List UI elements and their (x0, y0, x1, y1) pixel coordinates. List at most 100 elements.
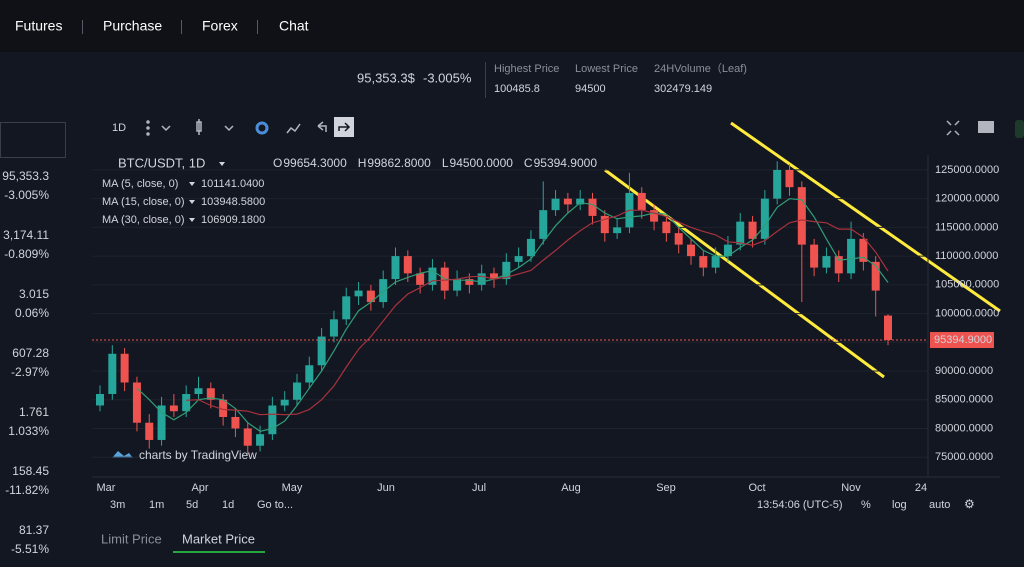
candle-body (453, 279, 462, 291)
y-tick-label: 125000.0000 (935, 164, 999, 176)
x-tick-label: 24 (915, 482, 927, 494)
ticker-price[interactable]: 3,174.11 (3, 228, 49, 242)
trend-line (730, 121, 1001, 313)
indicator-name: MA (30, close, 0) (102, 214, 185, 226)
candle-body (760, 198, 769, 239)
ticker-price[interactable]: 3.015 (19, 287, 49, 301)
candle-body (280, 399, 289, 406)
candle-body (563, 198, 572, 205)
last-price-label: 95394.9000 (934, 334, 992, 346)
tradingview-logo (112, 451, 133, 458)
ticker-price[interactable]: 158.45 (12, 464, 49, 478)
candle-body (145, 422, 154, 440)
ticker-change[interactable]: -3.005% (4, 188, 49, 202)
candle-body (539, 210, 548, 239)
candle-body (194, 388, 203, 394)
toolbar-icons[interactable] (146, 117, 994, 137)
stat-value: 302479.149 (654, 83, 712, 95)
ticker-price[interactable]: 81.37 (19, 523, 49, 537)
y-tick-label: 115000.0000 (935, 221, 998, 233)
candle-body (551, 198, 560, 211)
candle-body (157, 405, 166, 440)
range-button[interactable]: 5d (186, 499, 198, 511)
candle-body (871, 261, 880, 291)
tab[interactable]: Limit Price (101, 531, 162, 546)
y-tick-label: 100000.0000 (935, 307, 999, 319)
candle-body (514, 256, 523, 262)
tab-underline (173, 551, 265, 553)
stat-label: Highest Price (494, 63, 559, 75)
interval[interactable]: 1D (112, 122, 126, 134)
candle-body (711, 256, 720, 268)
candle-body (736, 221, 745, 245)
ohlc-value: 94500.0000 (450, 156, 514, 170)
candle-body (588, 198, 597, 216)
ticker-change[interactable]: -11.82% (5, 483, 49, 497)
nav-item[interactable]: Futures (15, 18, 62, 34)
candle-body (822, 256, 831, 268)
range-button[interactable]: 1d (222, 499, 234, 511)
x-tick-label: Sep (656, 482, 676, 494)
candle-body (293, 382, 301, 400)
candle-body (231, 416, 240, 429)
tab[interactable]: Market Price (182, 531, 255, 546)
candle-body (120, 353, 129, 383)
y-tick-label: 90000.0000 (935, 365, 993, 377)
candle-body (256, 434, 265, 446)
nav-separators (82, 20, 258, 34)
indicator-value: 103948.5800 (201, 196, 265, 208)
stat-value: 94500 (575, 83, 606, 95)
y-tick-label: 120000.0000 (935, 193, 999, 205)
candle-body (477, 273, 486, 285)
settings-icon[interactable]: ⚙ (964, 497, 975, 511)
candle-body (206, 388, 215, 400)
ma-line (186, 209, 889, 416)
candle-body (773, 169, 782, 199)
ticker-change[interactable]: -2.97% (11, 365, 49, 379)
chart-title: BTC/USDT, 1D (118, 155, 205, 170)
last-price-box (930, 332, 994, 349)
ticker-change[interactable]: -0.809% (4, 247, 49, 261)
ohlc-key: H (358, 156, 367, 170)
range-button[interactable]: 1m (149, 499, 164, 511)
candle-body (600, 215, 609, 234)
candle-body (403, 256, 412, 274)
ma-line (136, 198, 889, 432)
side-button[interactable] (1015, 120, 1024, 138)
symbol-menu (219, 162, 225, 166)
candle-body (834, 256, 843, 274)
ticker-change[interactable]: 0.06% (15, 306, 49, 320)
header-price: 95,353.3$ (357, 70, 416, 85)
candle-body (96, 393, 104, 406)
candle-body (108, 353, 117, 394)
nav-item[interactable]: Forex (202, 18, 238, 34)
goto-button[interactable]: Go to... (257, 499, 293, 511)
ticker-change[interactable]: -5.51% (11, 542, 49, 556)
candle-body (428, 267, 437, 285)
clock: 13:54:06 (UTC-5) (757, 499, 843, 511)
ticker-price[interactable]: 1.761 (19, 405, 49, 419)
stat-label: 24HVolume（Leaf) (654, 62, 747, 75)
candle-body (613, 227, 622, 234)
candle-body (329, 319, 338, 337)
range-button[interactable]: 3m (110, 499, 125, 511)
scale-option[interactable]: auto (929, 499, 950, 511)
candle-body (182, 393, 191, 412)
y-tick-label: 110000.0000 (935, 250, 998, 262)
y-tick-label: 105000.0000 (935, 279, 999, 291)
nav-item[interactable]: Purchase (103, 18, 162, 34)
candle-body (526, 238, 535, 257)
candle-body (884, 315, 892, 341)
nav-item[interactable]: Chat (279, 18, 309, 34)
candle-body (576, 198, 585, 205)
indicator-value: 101141.0400 (201, 178, 264, 190)
x-tick-label: Jun (377, 482, 395, 494)
scale-option[interactable]: % (861, 499, 871, 511)
ticker-price[interactable]: 607.28 (12, 346, 49, 360)
candle-body (317, 336, 326, 366)
scale-option[interactable]: log (892, 499, 907, 511)
ticker-price[interactable]: 95,353.3 (2, 169, 49, 183)
indicator-menu (189, 182, 195, 186)
ticker-change[interactable]: 1.033% (8, 424, 49, 438)
ohlc-value: 99862.8000 (367, 156, 431, 170)
